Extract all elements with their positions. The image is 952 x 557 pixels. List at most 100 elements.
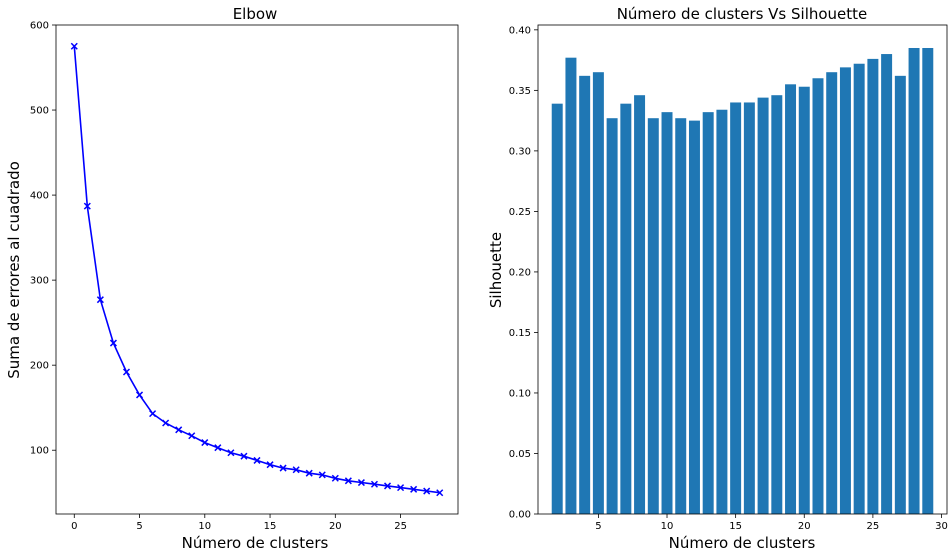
elbow-data-point [122,368,131,376]
elbow-point-mark [266,461,274,469]
elbow-data-point [383,482,392,490]
silhouette-x-tick-label: 10 [661,521,674,532]
silhouette-bar [867,58,879,515]
silhouette-bar [730,102,742,515]
elbow-data-point [240,452,248,460]
elbow-series-line [73,46,440,494]
elbow-point-mark [214,444,222,452]
elbow-point-mark [96,296,104,304]
silhouette-bar [688,120,700,515]
silhouette-title: Número de clusters Vs Silhouette [617,5,868,23]
elbow-point-mark [357,479,365,487]
silhouette-bar [839,67,851,514]
silhouette-y-tick-label: 0.00 [509,510,531,521]
elbow-data-point [357,479,365,487]
elbow-data-point [279,464,287,472]
silhouette-bar [798,86,810,515]
elbow-data-point [149,410,157,418]
elbow-data-point [83,202,91,210]
silhouette-bar [826,72,838,514]
elbow-data-point [109,339,117,347]
elbow-x-tick-label: 20 [329,521,342,532]
silhouette-plot-frame [537,24,948,515]
elbow-data-point [305,469,313,477]
elbow-point-mark [279,464,287,472]
elbow-data-point [436,489,444,497]
elbow-point-mark [109,339,117,347]
silhouette-bar [551,103,563,514]
silhouette-bar [702,112,714,515]
elbow-data-point [423,487,431,495]
silhouette-bar [579,75,591,514]
elbow-point-mark [383,482,392,490]
silhouette-y-axis-label: Silhouette [487,232,505,308]
elbow-point-mark [253,456,261,464]
elbow-data-point [136,391,144,399]
elbow-data-point [318,471,326,479]
elbow-y-tick-label: 400 [30,191,49,202]
elbow-point-mark [162,419,170,427]
elbow-x-tick-label: 15 [264,521,277,532]
elbow-chart: Elbow Número de clusters Suma de errores… [5,5,459,552]
elbow-y-axis-label: Suma de errores al cuadrado [5,161,23,379]
elbow-x-tick-label: 0 [71,521,77,532]
elbow-data-point [253,456,261,464]
silhouette-x-tick-label: 15 [729,521,742,532]
elbow-point-mark [70,42,78,50]
silhouette-x-axis-label: Número de clusters [669,534,816,552]
silhouette-bar [592,72,604,514]
silhouette-bar [647,118,659,514]
elbow-data-point [292,466,300,474]
silhouette-y-tick-label: 0.20 [509,267,531,278]
elbow-y-tick-label: 200 [30,361,49,372]
elbow-point-mark [436,489,444,497]
elbow-point-mark [149,410,157,418]
silhouette-x-tick-label: 30 [935,521,948,532]
elbow-data-point [201,439,209,447]
silhouette-y-tick-label: 0.15 [509,328,531,339]
elbow-y-tick-label: 500 [30,106,49,117]
silhouette-bar [785,84,797,515]
elbow-point-mark [188,432,196,440]
elbow-point-mark [136,391,144,399]
silhouette-bar [812,78,824,515]
silhouette-y-tick-label: 0.30 [509,146,531,157]
elbow-point-mark [292,466,300,474]
elbow-plot-frame [55,24,459,515]
silhouette-bar [771,95,783,514]
elbow-data-point [162,419,170,427]
elbow-point-mark [423,487,431,495]
silhouette-bar [894,75,906,514]
silhouette-bar [634,95,646,514]
silhouette-bar [565,57,577,514]
elbow-data-point [96,296,104,304]
elbow-y-tick-label: 600 [30,21,49,32]
elbow-x-tick-label: 5 [136,521,142,532]
elbow-data-point [370,480,378,488]
elbow-point-mark [227,449,235,457]
elbow-point-mark [122,368,131,376]
elbow-point-mark [83,202,91,210]
silhouette-y-tick-label: 0.40 [509,25,531,36]
elbow-point-mark [201,439,209,447]
elbow-point-mark [370,480,378,488]
silhouette-bar [908,47,920,514]
elbow-x-tick-label: 10 [198,521,211,532]
silhouette-chart: Número de clusters Vs Silhouette Número … [487,5,948,552]
elbow-title: Elbow [233,5,278,23]
silhouette-bar [716,109,728,514]
elbow-data-point [227,449,235,457]
elbow-data-point [266,461,274,469]
elbow-point-mark [305,469,313,477]
silhouette-bar [853,63,865,515]
silhouette-bar [757,97,769,514]
silhouette-bar [661,112,673,515]
silhouette-bar [606,118,618,514]
elbow-point-mark [175,426,183,434]
elbow-data-point [214,444,222,452]
elbow-point-mark [318,471,326,479]
silhouette-bar [620,103,632,514]
elbow-y-tick-label: 100 [30,446,49,457]
silhouette-y-tick-label: 0.25 [509,207,531,218]
